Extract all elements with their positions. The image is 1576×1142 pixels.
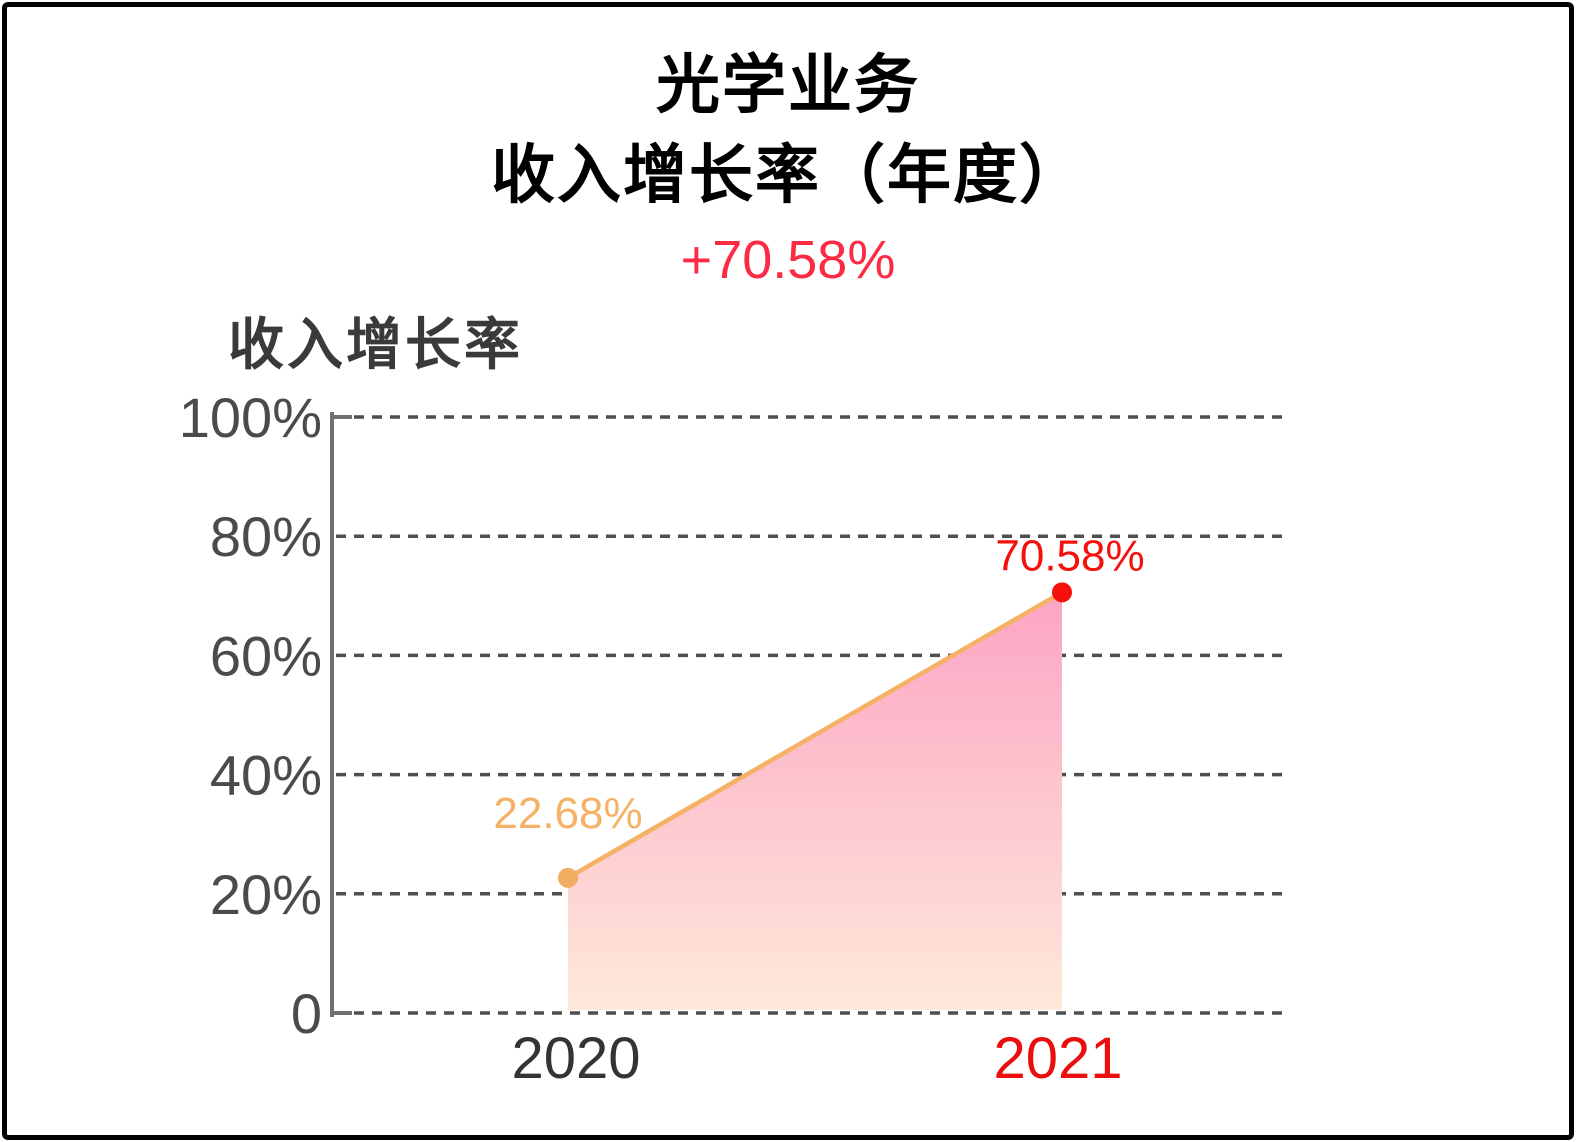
trend-line [566, 590, 1064, 880]
area-fill [568, 592, 1062, 1010]
change-value: +70.58% [680, 230, 896, 290]
data-point-2021 [1052, 582, 1072, 603]
x-tick-label-2021: 2021 [993, 1026, 1122, 1091]
series-legend-label: 收入增长率 [228, 313, 523, 376]
y-tick-label-100: 100% [179, 386, 322, 449]
x-tick-label-2020: 2020 [511, 1026, 640, 1091]
data-point-2020 [558, 867, 578, 888]
data-label-2020: 22.68% [493, 789, 642, 838]
y-tick-label-40: 40% [210, 744, 322, 807]
chart-title-line2: 收入增长率（年度） [491, 139, 1085, 211]
data-label-2021: 70.58% [995, 531, 1144, 580]
y-tick-label-0: 0 [291, 982, 322, 1045]
header: 光学业务 收入增长率（年度） +70.58% [0, 40, 1576, 296]
chart-title-line1: 光学业务 [656, 49, 920, 121]
y-tick-label-20: 20% [210, 863, 322, 926]
y-axis-tick-labels: 0 20% 40% 60% 80% 100% [179, 386, 322, 1045]
y-tick-label-60: 60% [210, 624, 322, 687]
y-tick-label-80: 80% [210, 505, 322, 568]
